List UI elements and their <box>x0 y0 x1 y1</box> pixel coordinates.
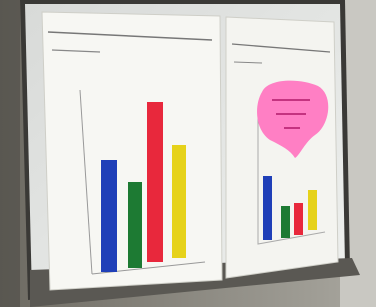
bar <box>308 190 317 230</box>
page <box>0 0 376 307</box>
shadow <box>0 0 20 307</box>
paper-right <box>226 17 338 278</box>
bar <box>128 182 142 268</box>
bar <box>294 203 303 235</box>
bar <box>147 102 163 262</box>
bar <box>101 160 117 272</box>
bar <box>263 176 272 240</box>
bar <box>172 145 186 258</box>
bar <box>281 206 290 238</box>
photo <box>0 0 376 307</box>
